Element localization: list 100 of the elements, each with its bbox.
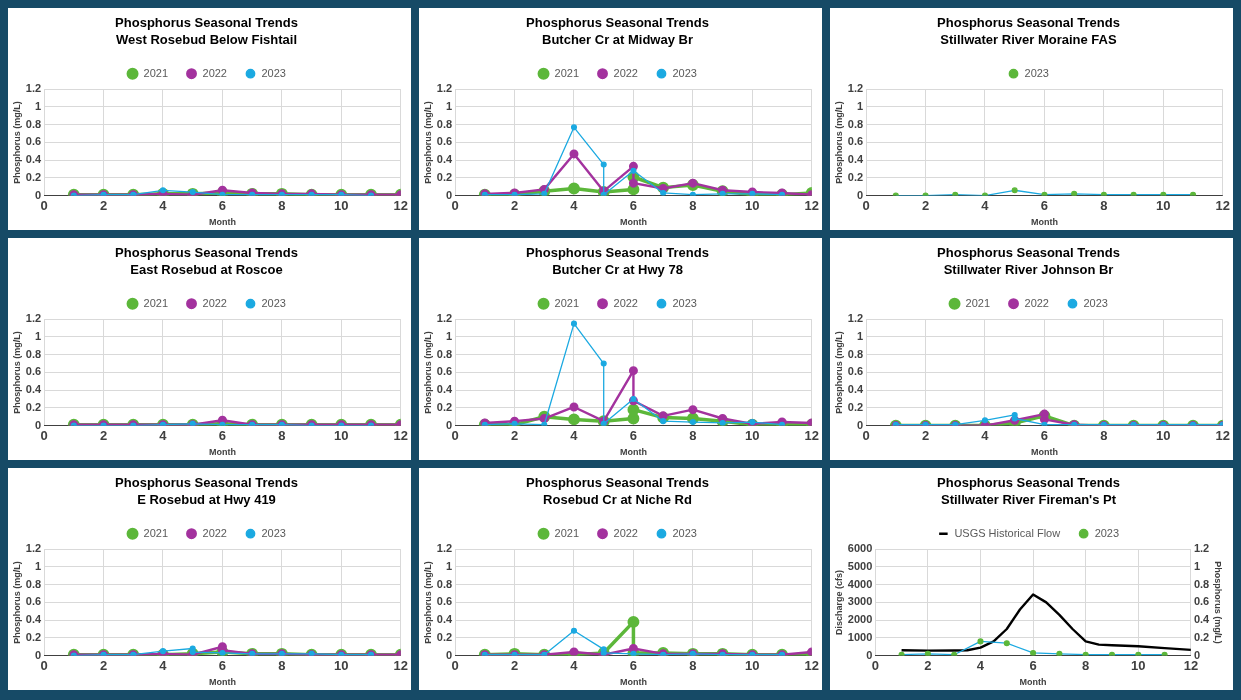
chart-title: Phosphorus Seasonal Trends [526,15,709,31]
x-tick-label: 2 [99,197,108,213]
y-tick-label: 1.2 [436,542,453,555]
y-tick-label: 0.2 [25,630,42,643]
y-tick-label: 0.8 [436,117,453,130]
legend-label: 2023 [261,296,286,309]
x-tick-label: 2 [99,427,108,443]
x-tick-label: 10 [334,197,349,213]
y-tick-label: 0.6 [436,595,453,608]
y-axis-title: Phosphorus (mg/L) [11,101,22,184]
chart-subtitle: Butcher Cr at Hwy 78 [552,261,683,277]
x-tick-label: 8 [689,427,697,443]
y-tick-label: 0.4 [436,613,453,626]
x-tick-label: 2 [921,197,930,213]
y-tick-label: 0.2 [436,630,453,643]
legend-label: 2022 [202,526,227,539]
x-tick-label: 12 [393,657,408,673]
x-tick-label: 8 [278,427,286,443]
x-tick-label: 2 [510,657,519,673]
y-tick-label: 0 [34,648,42,661]
y-tick-label: 0.6 [847,135,864,148]
x-tick-label: 4 [159,657,168,673]
y-tick-label: 0.4 [847,383,864,396]
chart-title: Phosphorus Seasonal Trends [115,245,298,261]
y-tick-label: 0 [445,188,453,201]
chart-subtitle: Rosebud Cr at Niche Rd [543,491,692,507]
legend-label: 2021 [554,66,580,79]
y-tick-label: 1.2 [25,542,42,555]
y-tick-label: 0.8 [847,117,864,130]
chart-subtitle: Butcher Cr at Midway Br [542,31,693,47]
y-axis-title: Phosphorus (mg/L) [422,101,433,184]
x-axis-title: Month [619,217,647,228]
legend-label: 2022 [202,296,227,309]
y-tick-label: 0.6 [436,135,453,148]
x-tick-label: 8 [1100,197,1108,213]
chart-title: Phosphorus Seasonal Trends [937,475,1120,491]
legend-label: 2023 [672,296,697,309]
x-tick-label: 6 [1040,197,1049,213]
x-tick-label: 10 [1156,427,1171,443]
y-tick-label: 1 [445,329,453,342]
legend-label: 2023 [261,526,286,539]
y2-tick-label: 0 [1193,648,1201,661]
chart-title: Phosphorus Seasonal Trends [937,245,1120,261]
y-tick-label: 0.2 [436,170,453,183]
y-tick-label: 0.4 [436,383,453,396]
x-axis-title: Month [619,447,647,458]
x-tick-label: 4 [159,427,168,443]
y-tick-label: 0 [34,188,42,201]
y-tick-label: 6000 [847,542,873,555]
y-tick-label: 5000 [847,559,873,572]
x-tick-label: 6 [218,197,227,213]
legend-label: 2021 [143,526,169,539]
legend-label: 2022 [1024,296,1049,309]
y-tick-label: 0.2 [847,170,864,183]
legend-label: USGS Historical Flow [954,526,1061,539]
x-axis-title: Month [1030,217,1058,228]
y-tick-label: 2000 [847,613,873,626]
y-tick-label: 1.2 [436,312,453,325]
y-tick-label: 0.6 [25,365,42,378]
y-tick-label: 1.2 [436,82,453,95]
y-tick-label: 1000 [847,630,873,643]
x-axis-title: Month [208,447,236,458]
y-tick-label: 0.4 [25,613,42,626]
y-tick-label: 0.8 [25,347,42,360]
x-axis-title: Month [619,677,647,688]
y-tick-label: 0.2 [436,400,453,413]
x-tick-label: 12 [804,197,819,213]
x-tick-label: 2 [510,197,519,213]
x-tick-label: 8 [689,657,697,673]
y-tick-label: 0.8 [847,347,864,360]
x-tick-label: 4 [570,657,579,673]
x-tick-label: 2 [924,657,932,673]
legend-label: 2022 [613,66,638,79]
y-tick-label: 0.4 [25,153,42,166]
x-tick-label: 6 [1029,657,1037,673]
y-tick-label: 1 [445,559,453,572]
x-tick-label: 6 [629,657,638,673]
x-tick-label: 4 [570,427,579,443]
y-tick-label: 1 [34,559,42,572]
y-tick-label: 1.2 [847,82,864,95]
x-tick-label: 12 [393,427,408,443]
y-axis-title: Phosphorus (mg/L) [11,331,22,414]
legend-label: 2022 [202,66,227,79]
x-tick-label: 6 [218,427,227,443]
y2-axis-title: Phosphorus (mg/L) [1213,561,1224,644]
y-tick-label: 0 [445,418,453,431]
y-tick-label: 1 [856,99,864,112]
y-tick-label: 0.8 [25,577,42,590]
x-axis-title: Month [1019,677,1047,688]
legend-label: 2022 [613,296,638,309]
y-tick-label: 4000 [847,577,873,590]
chart-title: Phosphorus Seasonal Trends [937,15,1120,31]
chart-subtitle: Stillwater River Fireman's Pt [940,491,1117,507]
legend-label: 2021 [143,296,169,309]
y-tick-label: 0 [34,418,42,431]
y-tick-label: 0 [856,418,864,431]
chart-subtitle: Stillwater River Moraine FAS [940,31,1117,47]
chart-title: Phosphorus Seasonal Trends [115,15,298,31]
y2-tick-label: 0.6 [1193,595,1210,608]
x-tick-label: 4 [976,657,985,673]
